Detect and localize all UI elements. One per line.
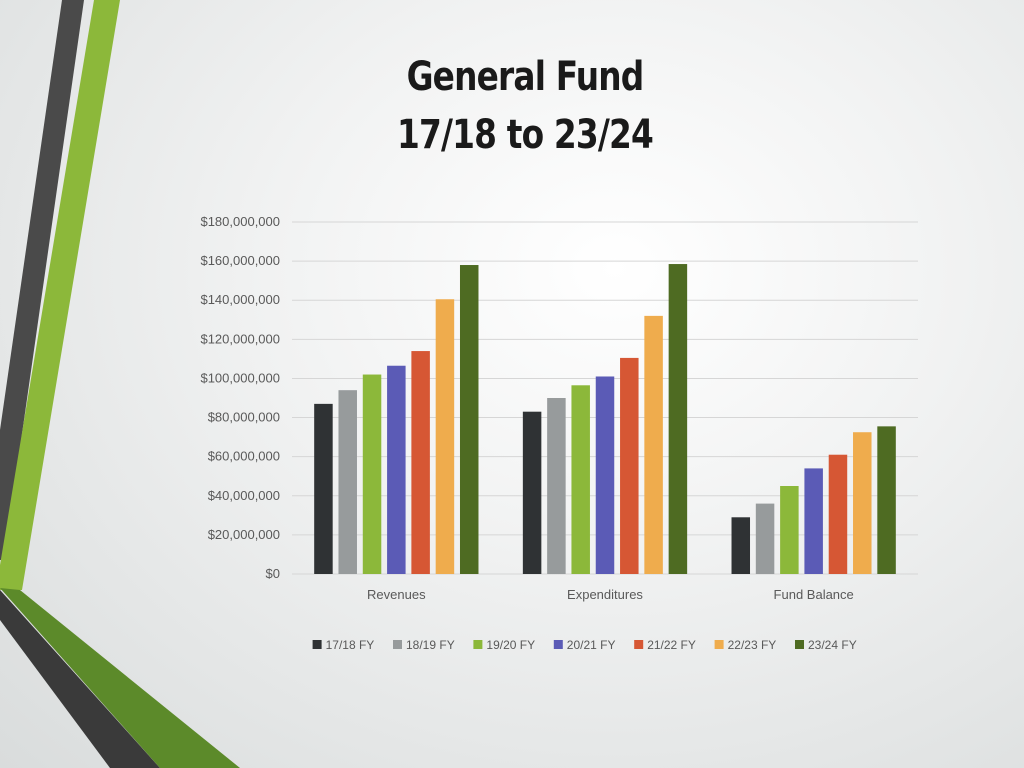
legend-swatch (795, 640, 804, 649)
legend-swatch (553, 640, 563, 649)
bar-expenditures-4 (620, 357, 639, 574)
legend-label: 21/22 FY (647, 638, 696, 652)
green-stripe-bottom (0, 588, 240, 768)
bar-fund-balance-4 (828, 454, 848, 574)
bar-fund-balance-0 (731, 517, 751, 574)
bar-revenues-6 (459, 265, 479, 574)
legend-label: 19/20 FY (486, 638, 535, 652)
bar-fund-balance-2 (780, 486, 799, 574)
bar-fund-balance-6 (877, 426, 896, 574)
y-tick-label: $140,000,000 (200, 292, 280, 307)
y-tick-label: $60,000,000 (208, 449, 280, 464)
bar-revenues-2 (362, 374, 382, 574)
title-line-2: 17/18 to 23/24 (396, 112, 654, 158)
y-tick-label: $0 (266, 566, 280, 581)
bar-expenditures-3 (595, 376, 615, 574)
category-label: Expenditures (567, 587, 643, 602)
bar-revenues-3 (387, 365, 406, 574)
legend-label: 23/24 FY (808, 638, 857, 652)
legend-label: 20/21 FY (567, 638, 616, 652)
bar-revenues-1 (338, 390, 357, 574)
category-label: Fund Balance (774, 587, 854, 602)
y-tick-label: $20,000,000 (208, 527, 280, 542)
legend-label: 18/19 FY (406, 638, 455, 652)
bar-expenditures-1 (547, 398, 566, 574)
bar-revenues-4 (411, 351, 430, 574)
bar-fund-balance-5 (853, 432, 872, 574)
y-tick-label: $40,000,000 (208, 488, 280, 503)
category-label: Revenues (367, 587, 426, 602)
bar-expenditures-0 (522, 411, 542, 574)
y-tick-label: $120,000,000 (200, 331, 280, 346)
legend-swatch (393, 640, 402, 649)
dark-stripe-bottom (0, 590, 160, 768)
y-tick-label: $100,000,000 (200, 370, 280, 385)
legend-swatch (634, 640, 644, 649)
title-line-1: General Fund (406, 54, 645, 100)
bar-fund-balance-3 (804, 468, 823, 574)
slide-title: General Fund 17/18 to 23/24 (316, 48, 734, 164)
legend-label: 22/23 FY (728, 638, 777, 652)
bar-expenditures-5 (644, 315, 663, 574)
dark-stripe-top (0, 0, 84, 560)
bar-expenditures-6 (668, 264, 688, 574)
legend-label: 17/18 FY (326, 638, 375, 652)
y-tick-label: $80,000,000 (208, 410, 280, 425)
legend-swatch (312, 640, 322, 649)
y-tick-label: $180,000,000 (200, 214, 280, 229)
green-stripe-top (0, 0, 120, 590)
bar-revenues-0 (314, 403, 333, 574)
bar-revenues-5 (435, 299, 455, 574)
legend-swatch (714, 640, 724, 649)
bar-expenditures-2 (571, 385, 590, 574)
y-tick-label: $160,000,000 (200, 253, 280, 268)
bar-fund-balance-1 (755, 503, 775, 574)
legend-swatch (473, 640, 483, 649)
